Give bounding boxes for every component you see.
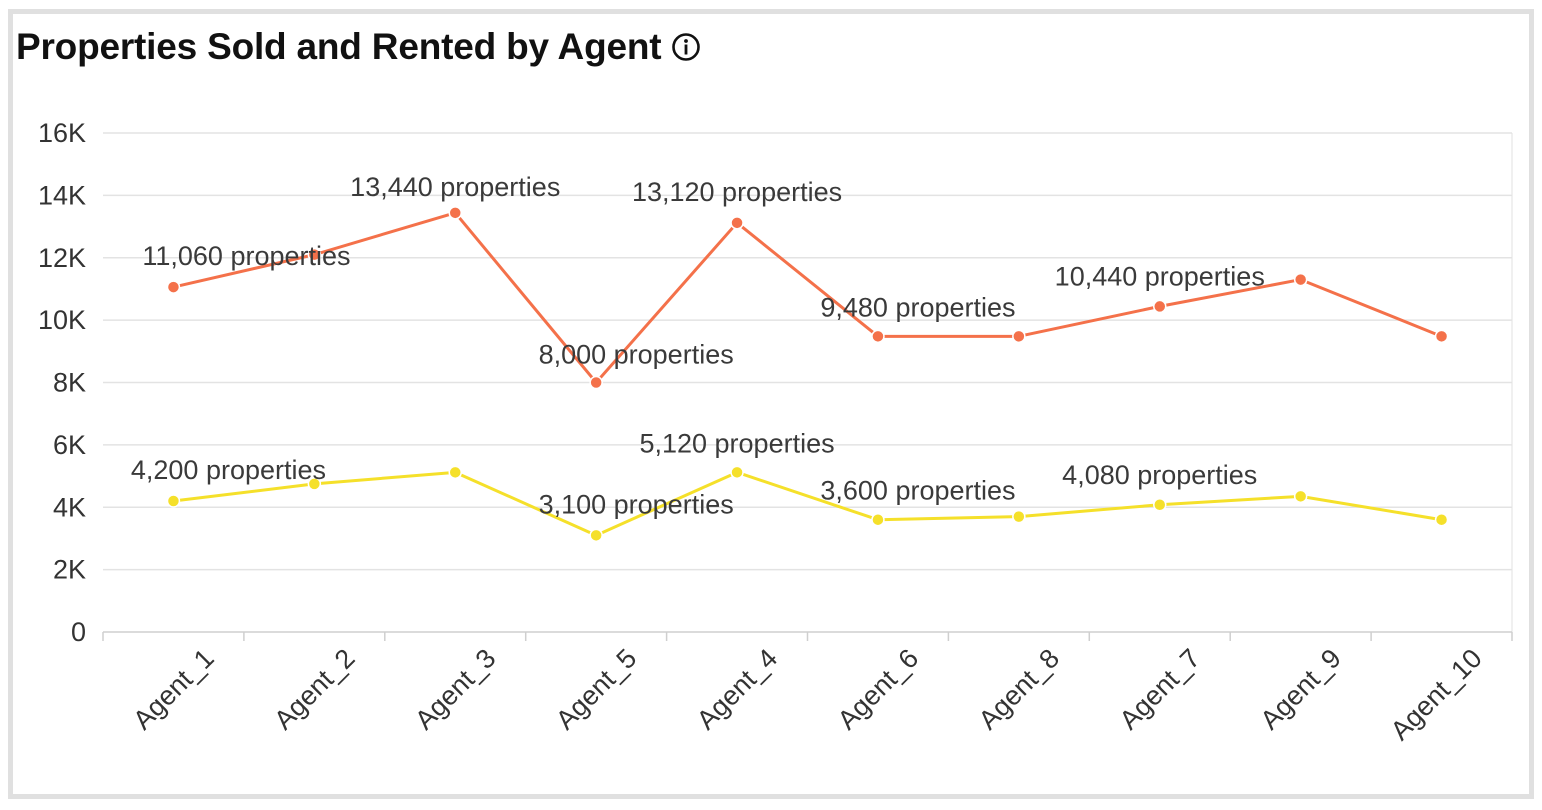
- data-label: 10,440 properties: [1055, 261, 1265, 291]
- data-point: [1293, 489, 1308, 504]
- data-label: 11,060 properties: [142, 241, 350, 271]
- y-tick-label: 10K: [38, 305, 86, 335]
- data-point: [1012, 329, 1026, 344]
- series-line-1: [173, 470, 1442, 537]
- data-point: [166, 280, 181, 294]
- data-point: [1012, 509, 1026, 524]
- data-label: 13,440 properties: [350, 172, 560, 202]
- data-label: 3,100 properties: [539, 489, 734, 519]
- x-axis: Agent_1 Agent_2 Agent_3 Agent_5 Agent_4 Agent…: [102, 632, 1513, 746]
- data-label: 3,600 properties: [820, 476, 1015, 506]
- data-point: [307, 247, 322, 262]
- chart-card: [8, 9, 1534, 799]
- data-point: [1434, 329, 1449, 344]
- data-label: 13,120 properties: [632, 177, 842, 207]
- x-tick-label: Agent_4: [691, 643, 783, 735]
- y-tick-label: 14K: [38, 180, 86, 210]
- data-point: [589, 528, 603, 543]
- y-tick-label: 6K: [53, 430, 86, 460]
- data-point: [1293, 272, 1308, 287]
- data-point: [1434, 512, 1449, 527]
- data-label: 4,200 properties: [131, 455, 326, 485]
- gridlines: [103, 132, 1513, 633]
- data-point: [1153, 498, 1167, 512]
- chart-title: Properties Sold and Rented by Agent: [16, 26, 662, 67]
- x-tick-label: Agent_10: [1385, 643, 1488, 746]
- data-label: 9,480 properties: [820, 292, 1015, 322]
- data-point: [589, 375, 603, 390]
- y-axis: 0 2K 4K 6K 8K 10K 12K 14K 16K: [38, 118, 86, 647]
- x-tick-label: Agent_5: [550, 643, 642, 735]
- x-tick-label: Agent_2: [268, 643, 360, 735]
- data-labels: 11,060 properties 13,440 properties 8,000 …: [131, 172, 1265, 519]
- y-tick-label: 2K: [53, 555, 86, 585]
- data-label: 4,080 properties: [1062, 460, 1257, 490]
- series-group: [166, 206, 1449, 543]
- data-point: [871, 329, 885, 344]
- x-tick-label: Agent_1: [127, 643, 219, 735]
- x-tick-label: Agent_7: [1114, 643, 1206, 735]
- y-tick-label: 0: [71, 617, 86, 647]
- data-label: 8,000 properties: [539, 340, 734, 370]
- data-point: [166, 494, 181, 508]
- y-tick-label: 12K: [38, 243, 86, 273]
- data-point: [871, 512, 885, 527]
- data-point: [730, 216, 744, 230]
- data-label: 5,120 properties: [639, 428, 834, 458]
- x-tick-label: Agent_9: [1255, 643, 1347, 735]
- data-point: [1153, 299, 1167, 314]
- chart-header: Properties Sold and Rented by Agent: [16, 26, 701, 68]
- info-icon[interactable]: [671, 32, 701, 62]
- y-tick-label: 8K: [53, 368, 86, 398]
- data-point: [448, 206, 462, 220]
- x-tick-label: Agent_8: [973, 643, 1065, 735]
- x-tick-label: Agent_6: [832, 643, 924, 735]
- data-point: [448, 465, 462, 480]
- y-tick-label: 4K: [53, 492, 86, 522]
- series-line-0: [173, 211, 1443, 384]
- y-tick-label: 16K: [38, 118, 86, 148]
- x-tick-label: Agent_3: [409, 643, 501, 735]
- data-point: [730, 465, 744, 480]
- data-point: [307, 477, 322, 491]
